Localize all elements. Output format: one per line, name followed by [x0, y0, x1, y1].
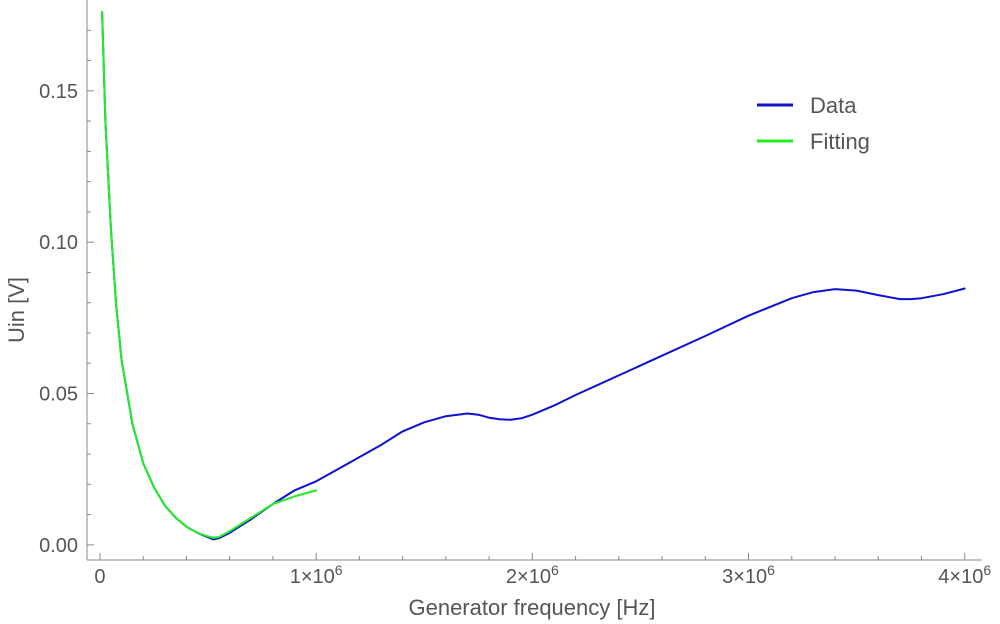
- series-line-fitting: [101, 11, 318, 539]
- x-tick-label: 1×106: [290, 562, 343, 588]
- series-line-data: [101, 11, 966, 541]
- y-axis-title: Uin [V]: [4, 277, 29, 343]
- legend-label-fitting: Fitting: [810, 129, 870, 154]
- axes: 0 1×106 2×106 3×106 4×106 0.00 0.05 0.10 0.15: [39, 0, 991, 588]
- x-tick-label: 0: [94, 566, 105, 588]
- series-layer: [101, 11, 966, 541]
- x-tick-label: 3×106: [722, 562, 775, 588]
- y-tick-label: 0.10: [39, 232, 78, 254]
- x-tick-label: 4×106: [938, 562, 991, 588]
- y-tick-label: 0.15: [39, 81, 78, 103]
- legend: Data Fitting: [757, 93, 870, 154]
- x-tick-label: 2×106: [506, 562, 559, 588]
- y-tick-label: 0.05: [39, 384, 78, 406]
- x-axis-title: Generator frequency [Hz]: [408, 595, 655, 620]
- y-tick-label: 0.00: [39, 535, 78, 557]
- legend-label-data: Data: [810, 93, 857, 118]
